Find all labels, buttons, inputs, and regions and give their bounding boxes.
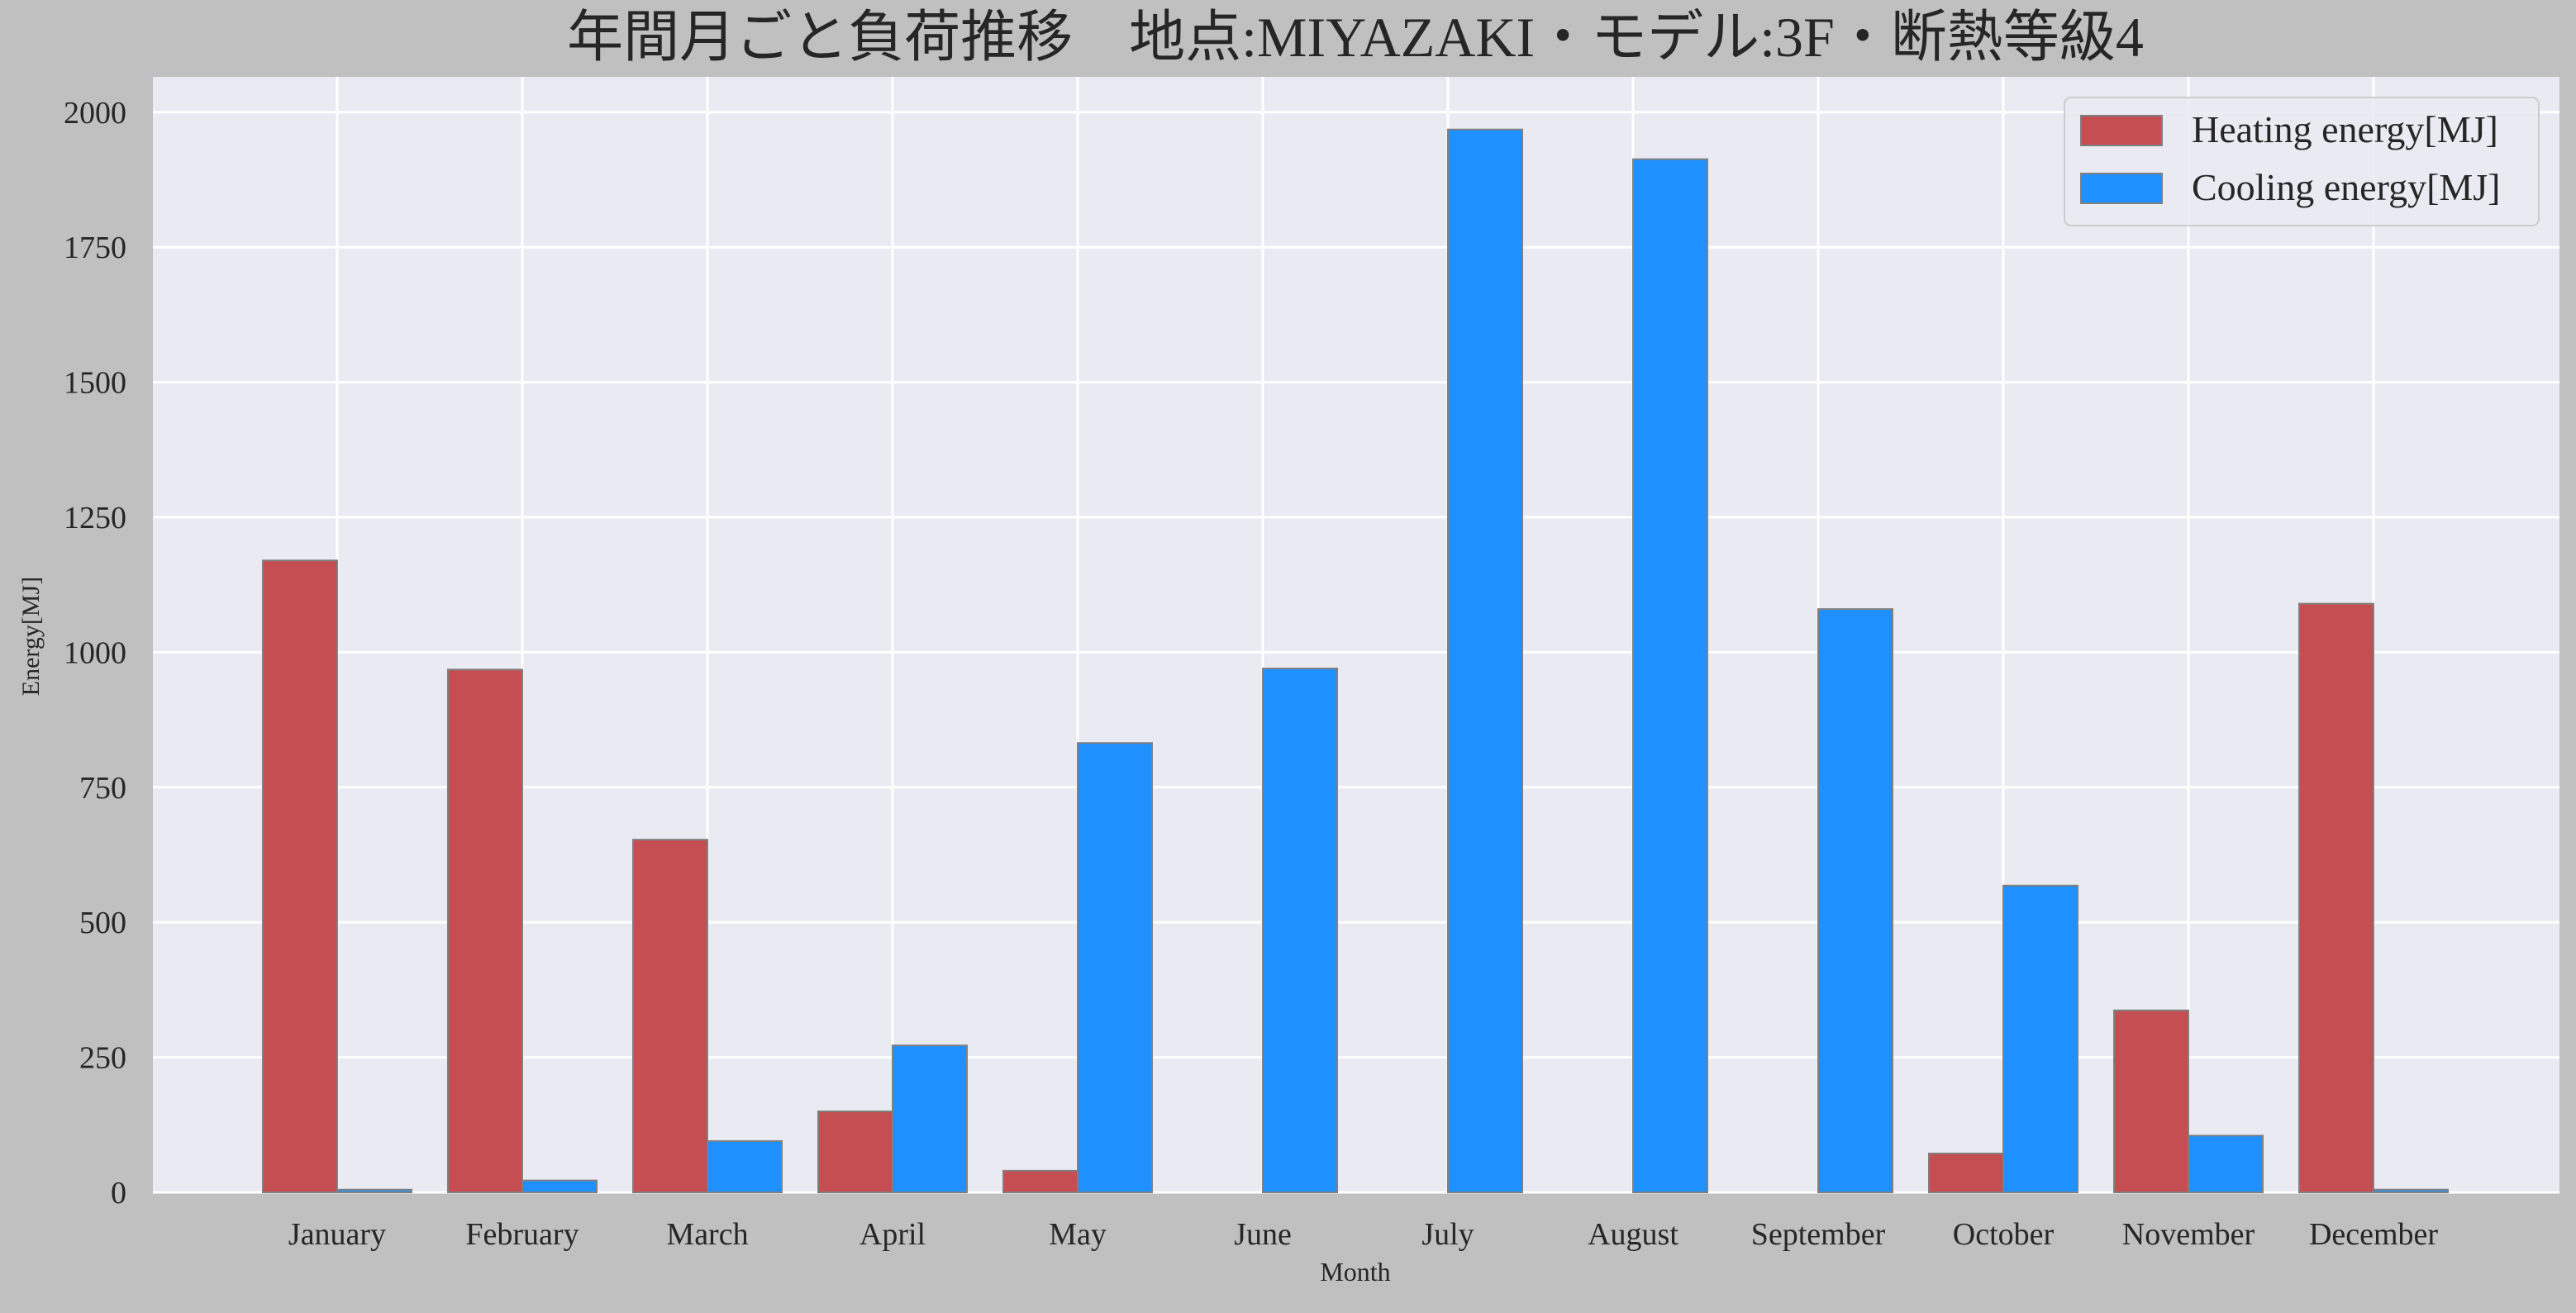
x-tick-label: October (1953, 1217, 2055, 1252)
cooling-bar (336, 1188, 412, 1194)
y-tick-label: 1250 (64, 501, 126, 535)
y-tick-label: 500 (79, 906, 126, 940)
heating-bar (632, 839, 708, 1194)
cooling-bar (2002, 884, 2078, 1194)
x-tick-label: May (1049, 1217, 1107, 1252)
cooling-bar (2373, 1188, 2449, 1194)
x-tick-label: July (1421, 1217, 1474, 1252)
plot-area (153, 77, 2559, 1192)
y-tick-label: 0 (111, 1176, 126, 1211)
legend-box (2064, 97, 2540, 226)
chart-title: 年間月ごと負荷推移 地点:MIYAZAKI・モデル:3F・断熱等級4 (567, 6, 2144, 69)
cooling-bar (892, 1044, 968, 1194)
heating-bar (262, 559, 338, 1193)
heating-bar (1002, 1169, 1078, 1193)
cooling-bar (707, 1139, 783, 1193)
heating-bar (447, 668, 523, 1193)
cooling-bar (521, 1179, 598, 1194)
legend-label-cooling: Cooling energy[MJ] (2192, 166, 2501, 208)
legend-swatch-heating (2080, 115, 2163, 146)
heating-bar (817, 1110, 893, 1193)
x-tick-label: December (2309, 1217, 2438, 1252)
heating-bar (2298, 602, 2374, 1193)
heating-bar (2113, 1009, 2189, 1194)
y-axis-label: Energy[MJ] (17, 577, 45, 696)
legend-label-heating: Heating energy[MJ] (2192, 108, 2498, 150)
x-tick-label: January (288, 1217, 386, 1252)
heating-bar (1928, 1152, 2004, 1193)
x-axis-label: Month (1320, 1257, 1390, 1287)
y-tick-label: 1750 (64, 231, 126, 265)
cooling-bar (1262, 668, 1338, 1193)
legend-swatch-cooling (2080, 173, 2163, 204)
x-tick-label: June (1234, 1217, 1292, 1252)
cooling-bar (2188, 1135, 2264, 1193)
cooling-bar (1077, 742, 1153, 1193)
x-axis-ticks: January February March April May June July Augu… (288, 1217, 2438, 1252)
y-tick-label: 2000 (64, 96, 126, 131)
y-tick-label: 1500 (64, 366, 126, 401)
x-tick-label: September (1751, 1217, 1886, 1252)
y-tick-label: 250 (79, 1041, 126, 1076)
y-axis-ticks: 0 250 500 750 1000 1250 1500 1750 2000 (64, 96, 126, 1211)
cooling-bar (1817, 608, 1893, 1193)
x-tick-label: August (1588, 1217, 1678, 1252)
y-tick-label: 1000 (64, 635, 126, 670)
y-tick-label: 750 (79, 771, 126, 806)
legend: Heating energy[MJ] Cooling energy[MJ] (2064, 97, 2540, 226)
x-tick-label: November (2122, 1217, 2255, 1252)
x-tick-label: April (859, 1217, 926, 1252)
x-tick-label: March (666, 1217, 748, 1252)
x-tick-label: February (465, 1217, 579, 1252)
cooling-bar (1632, 158, 1708, 1193)
cooling-bar (1447, 128, 1523, 1193)
bars (262, 128, 2449, 1194)
